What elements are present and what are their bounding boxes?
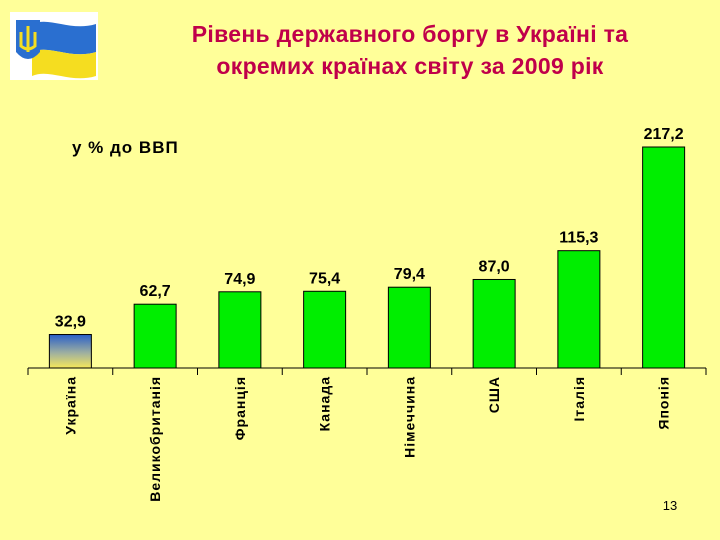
bar-франція: [218, 291, 262, 369]
value-label-німеччина: 79,4: [394, 266, 425, 283]
ukraine-flag-trident-icon: [10, 12, 98, 80]
title-line-1: Рівень державного боргу в Україні та: [191, 21, 629, 47]
page-number: 13: [662, 498, 678, 513]
category-label-канада: Канада: [317, 376, 333, 431]
category-label-франція: Франція: [232, 376, 248, 440]
bar-італія: [557, 250, 601, 369]
category-label-сша: США: [486, 376, 502, 413]
value-label-італія: 115,3: [559, 230, 598, 247]
bar-канада: [303, 290, 347, 369]
value-label-сша: 87,0: [479, 258, 510, 275]
category-label-німеччина: Німеччина: [401, 376, 417, 458]
title-line-2: окремих країнах світу за 2009 рік: [216, 53, 604, 79]
value-label-великобританія: 62,7: [140, 283, 171, 300]
slide-title: Рівень державного боргу в Україні та окр…: [110, 18, 710, 82]
category-label-великобританія: Великобританія: [147, 376, 163, 502]
bar-сша: [472, 278, 516, 369]
bar-україна: [48, 334, 92, 369]
category-label-японія: Японія: [656, 376, 672, 430]
bars-group: [48, 146, 686, 369]
value-label-канада: 75,4: [309, 270, 340, 287]
bar-німеччина: [387, 286, 431, 369]
value-label-японія: 217,2: [644, 126, 684, 143]
category-label-україна: Україна: [62, 376, 78, 435]
category-labels-group: Україна Великобританія Франція Канада Німечч…: [62, 376, 671, 502]
unit-label: у % до ВВП: [72, 138, 179, 157]
bar-японія: [642, 146, 686, 369]
x-axis-ticks: [27, 368, 707, 375]
value-label-україна: 32,9: [55, 314, 86, 331]
value-label-франція: 74,9: [224, 271, 255, 288]
category-label-італія: Італія: [571, 376, 587, 421]
value-labels-group: 32,9 62,7 74,9 75,4 79,4 87,0 115,3 217,2: [55, 126, 684, 331]
bar-великобританія: [133, 303, 177, 369]
